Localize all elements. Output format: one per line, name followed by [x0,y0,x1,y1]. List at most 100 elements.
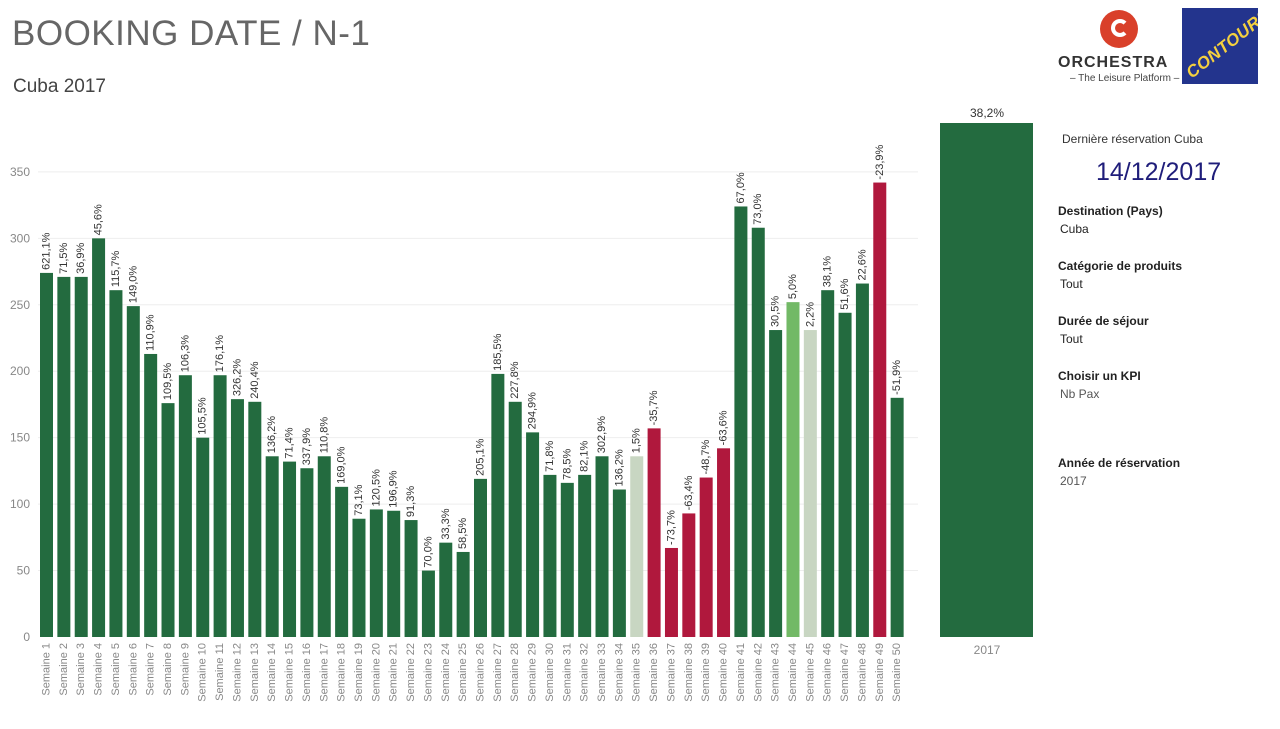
x-tick-label: Semaine 36 [648,643,660,702]
x-tick-label: Semaine 8 [162,643,174,696]
y-tick-label: 200 [10,364,30,378]
x-tick-label: Semaine 12 [231,643,243,702]
y-tick-label: 0 [23,630,30,644]
bar [335,486,349,637]
filter-value[interactable]: Cuba [1060,222,1089,236]
bar-value-label: -73,7% [665,510,677,545]
bar-value-label: 73,1% [353,484,365,515]
bar [560,482,574,637]
y-tick-label: 350 [10,165,30,179]
x-tick-label: Semaine 29 [527,643,539,702]
bar-value-label: -51,9% [891,360,903,395]
bar [803,330,817,637]
bar-value-label: 109,5% [162,363,174,401]
bar [940,123,1033,637]
bar [630,456,644,637]
bar-value-label: 73,0% [752,193,764,224]
bar [352,518,366,637]
bar-value-label: 51,6% [839,278,851,309]
filter-stay-duration[interactable]: Durée de séjour Tout [1058,314,1149,346]
filter-label: Choisir un KPI [1058,369,1141,383]
x-tick-label: Semaine 37 [665,643,677,702]
bar-value-label: 5,0% [787,274,799,299]
last-booking-label: Dernière réservation Cuba [1062,132,1203,146]
bar [734,206,748,637]
filter-label: Destination (Pays) [1058,204,1163,218]
filter-booking-year[interactable]: Année de réservation 2017 [1058,456,1180,488]
bar [873,182,887,637]
x-tick-label: Semaine 2 [58,643,70,696]
bar-value-label: 205,1% [475,438,487,476]
page-subtitle: Cuba 2017 [13,76,106,97]
bar-value-label: 2,2% [804,302,816,327]
y-tick-label: 50 [17,564,31,578]
bar [74,276,88,637]
x-tick-label: Semaine 7 [145,643,157,696]
bar-value-label: 136,2% [266,416,278,454]
contours-logo-text: CONTOURS [1182,8,1258,83]
bar-value-label: 240,4% [249,361,261,399]
bar [161,403,175,637]
bar [543,474,557,637]
x-tick-label: Semaine 50 [891,643,903,702]
page-title: BOOKING DATE / N-1 [12,14,371,53]
bar [248,401,262,637]
bar [196,437,210,637]
x-tick-label: Semaine 49 [874,643,886,702]
bar-value-label: 106,3% [179,335,191,373]
bar [213,375,227,637]
x-tick-label: Semaine 44 [787,643,799,702]
x-tick-label: Semaine 40 [718,643,730,702]
x-tick-label: Semaine 19 [353,643,365,702]
x-tick-label: Semaine 21 [388,643,400,702]
bar-value-label: 67,0% [735,172,747,203]
bar [838,312,852,637]
bar-value-label: 326,2% [231,359,243,397]
bar-value-label: 82,1% [579,440,591,471]
bar [456,551,470,637]
x-tick-label: Semaine 32 [579,643,591,702]
x-tick-label: Semaine 16 [301,643,313,702]
filter-product-category[interactable]: Catégorie de produits Tout [1058,259,1182,291]
bar [699,477,713,637]
filter-destination[interactable]: Destination (Pays) Cuba [1058,204,1163,236]
filter-value[interactable]: Nb Pax [1060,387,1100,401]
bar [664,547,678,637]
filter-label: Année de réservation [1058,456,1181,470]
filter-value[interactable]: Tout [1060,332,1083,346]
bar-value-label: 115,7% [110,250,122,287]
bar [144,353,158,637]
bar-value-label: 621,1% [41,232,53,270]
x-tick-label: Semaine 11 [214,643,226,701]
bar [595,456,609,637]
bar-value-label: 149,0% [127,266,139,304]
x-tick-label: Semaine 35 [631,643,643,702]
x-tick-label: Semaine 15 [284,643,296,702]
filter-kpi[interactable]: Choisir un KPI Nb Pax [1058,369,1141,401]
filter-label: Durée de séjour [1058,314,1149,328]
x-tick-label: Semaine 33 [596,643,608,702]
x-tick-label: Semaine 9 [179,643,191,696]
orchestra-tagline: – The Leisure Platform – [1070,73,1180,84]
bar-value-label: 110,8% [318,417,330,454]
bar [57,276,71,637]
x-tick-label: Semaine 4 [93,643,105,696]
bar [526,432,540,637]
y-tick-label: 300 [10,231,30,245]
bar-value-label: -63,6% [718,410,730,445]
filter-value[interactable]: 2017 [1060,474,1087,488]
x-tick-label: Semaine 6 [127,643,139,696]
bar-value-label: -63,4% [683,475,695,510]
bar-value-label: 196,9% [388,470,400,508]
orchestra-logo: ORCHESTRA – The Leisure Platform – [1058,8,1180,88]
filter-label: Catégorie de produits [1058,259,1183,273]
x-tick-label: Semaine 38 [683,643,695,702]
x-tick-label: Semaine 26 [475,643,487,702]
filter-value[interactable]: Tout [1060,277,1083,291]
bar [751,227,765,637]
x-tick-label: Semaine 1 [41,643,53,696]
x-tick-label: Semaine 31 [561,643,573,702]
bar [682,513,696,637]
x-tick-label: Semaine 34 [613,643,625,702]
bar [300,468,314,637]
